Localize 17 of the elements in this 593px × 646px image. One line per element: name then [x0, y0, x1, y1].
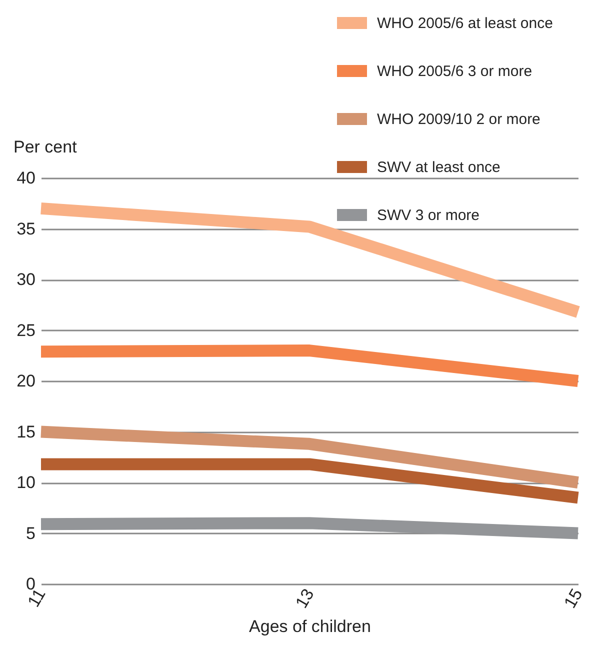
- y-tick-label: 5: [26, 524, 36, 543]
- legend-label: WHO 2009/10 2 or more: [377, 111, 540, 128]
- y-tick-label: 15: [16, 422, 36, 442]
- x-axis-title: Ages of children: [249, 616, 371, 636]
- y-tick-label: 30: [16, 270, 36, 289]
- y-tick-label: 25: [16, 320, 36, 340]
- legend-label: WHO 2005/6 3 or more: [377, 63, 532, 80]
- y-tick-label: 20: [16, 372, 36, 390]
- y-tick-label: 35: [16, 219, 36, 238]
- y-axis-title: Per cent: [14, 138, 78, 156]
- y-tick-label: 10: [16, 473, 36, 492]
- legend-label: SWV at least once: [377, 159, 500, 176]
- legend-label: SWV 3 or more: [377, 207, 480, 224]
- y-tick-label: 40: [16, 168, 36, 188]
- legend-label: WHO 2005/6 at least once: [377, 15, 553, 32]
- x-tick-label: 13: [292, 586, 318, 612]
- x-tick-label: 15: [560, 586, 586, 612]
